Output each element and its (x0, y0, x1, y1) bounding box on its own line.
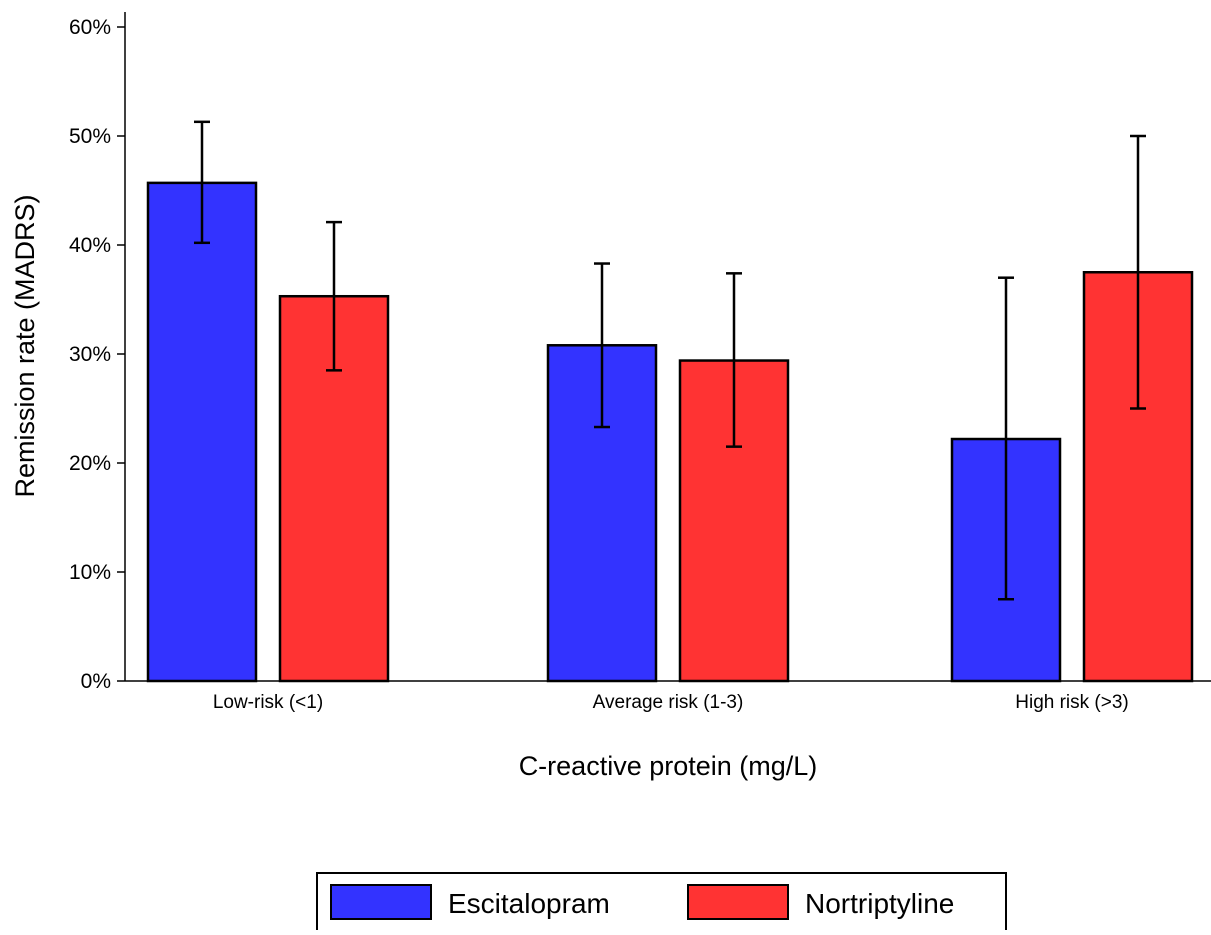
y-axis-title: Remission rate (MADRS) (10, 194, 40, 497)
x-category-label: Average risk (1-3) (593, 692, 744, 713)
y-tick-label: 60% (69, 16, 111, 39)
y-tick-label: 40% (69, 234, 111, 257)
x-axis-title: C-reactive protein (mg/L) (519, 751, 818, 781)
bar-escitalopram (146, 181, 258, 683)
legend-swatch-nortriptyline (687, 884, 789, 920)
legend-label-nortriptyline: Nortriptyline (805, 888, 954, 919)
x-axis-ticks: Low-risk (<1) Average risk (1-3) High risk… (213, 692, 1129, 713)
y-tick-label: 50% (69, 125, 111, 148)
y-tick-label: 20% (69, 452, 111, 475)
legend: Escitalopram Nortriptyline (316, 872, 1007, 932)
legend-label-escitalopram: Escitalopram (448, 888, 610, 919)
y-tick-label: 0% (81, 670, 111, 693)
plot-area (146, 120, 1194, 683)
y-axis-ticks: 0% 10% 20% 30% 40% 50% 60% (69, 16, 125, 693)
x-category-label: High risk (>3) (1015, 692, 1129, 713)
y-tick-label: 10% (69, 561, 111, 584)
x-category-label: Low-risk (<1) (213, 692, 323, 713)
y-tick-label: 30% (69, 343, 111, 366)
legend-swatch-escitalopram (330, 884, 432, 920)
